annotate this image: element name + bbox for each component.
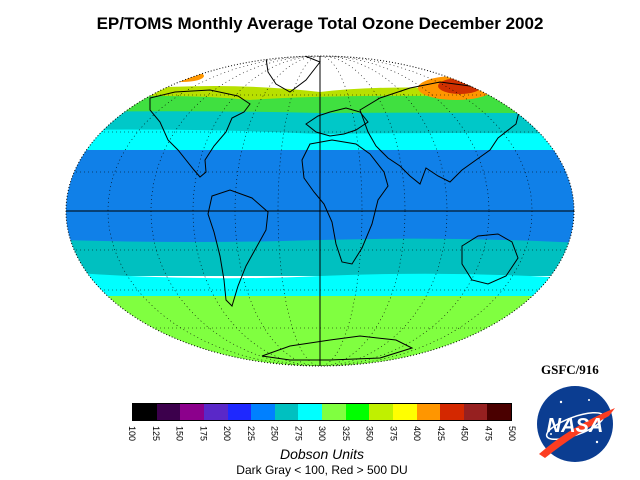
scale-tick-label: 225: [245, 426, 256, 442]
unit-label: Dobson Units: [279, 446, 365, 462]
band-south-green: [66, 296, 574, 366]
color-swatch: [133, 404, 157, 420]
scale-tick-label: 375: [388, 426, 399, 442]
color-scale-ticks: 100 125 150 175 200 225 250 275 300 325 350 375 400 4…: [127, 426, 517, 448]
nasa-logo: NASA: [537, 386, 615, 462]
ozone-field: [66, 56, 574, 366]
logo-text: NASA: [547, 415, 604, 437]
scale-tick-label: 325: [340, 426, 351, 442]
credit-label: GSFC/916: [541, 362, 599, 377]
asia-outline: [359, 81, 521, 185]
band-north-cyan: [66, 129, 574, 154]
scale-tick-label: 425: [435, 426, 446, 442]
color-swatch: [416, 404, 441, 420]
color-swatch: [392, 404, 417, 420]
range-note: Dark Gray < 100, Red > 500 DU: [236, 463, 408, 477]
scale-tick-label: 275: [293, 426, 304, 442]
scale-tick-label: 450: [459, 426, 470, 442]
color-swatch: [274, 404, 299, 420]
scale-tick-label: 300: [317, 426, 327, 442]
greenland-outline: [265, 56, 321, 93]
band-north-teal: [66, 111, 574, 136]
africa-outline: [301, 139, 389, 265]
color-swatch: [298, 404, 322, 420]
scale-tick-label: 400: [412, 426, 422, 442]
color-swatch: [322, 404, 346, 420]
color-swatch: [463, 404, 488, 420]
scale-tick-label: 500: [507, 426, 517, 442]
scale-tick-label: 200: [222, 426, 232, 442]
south-america-outline: [207, 189, 269, 307]
scale-tick-label: 250: [269, 426, 280, 442]
color-swatch: [180, 404, 204, 420]
australia-outline: [461, 233, 519, 285]
hotspot-arctic-west: [160, 70, 204, 82]
continent-outlines: [149, 56, 521, 361]
color-swatch: [251, 404, 275, 420]
scale-tick-label: 475: [483, 426, 494, 442]
color-swatch: [440, 404, 464, 420]
map-title: EP/TOMS Monthly Average Total Ozone Dece…: [96, 14, 544, 33]
band-tropics: [66, 150, 574, 245]
color-swatch: [345, 404, 370, 420]
color-swatch: [487, 404, 511, 420]
color-swatch: [203, 404, 228, 420]
north-america-outline: [149, 89, 251, 178]
antarctica-outline: [261, 335, 414, 361]
scale-tick-label: 100: [127, 426, 137, 442]
europe-outline: [305, 107, 369, 137]
scale-tick-label: 175: [198, 426, 209, 442]
scale-tick-label: 125: [150, 426, 161, 442]
hotspot-siberia-inner: [438, 78, 482, 94]
band-south-cyan: [66, 272, 574, 300]
band-south-teal: [66, 238, 574, 276]
scale-tick-label: 150: [174, 426, 185, 442]
color-scale-bar: [132, 403, 512, 421]
color-swatch: [227, 404, 252, 420]
map-border: [65, 55, 575, 367]
color-swatch: [156, 404, 181, 420]
scale-tick-label: 350: [364, 426, 375, 442]
color-swatch: [369, 404, 393, 420]
